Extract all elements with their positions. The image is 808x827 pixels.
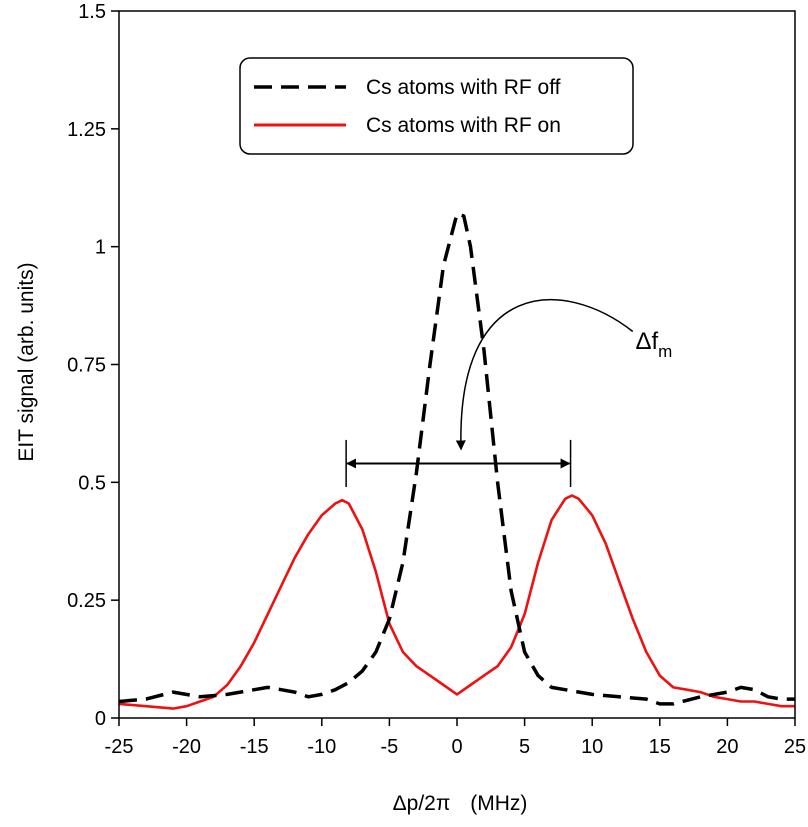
y-tick-label: 1 <box>95 237 106 259</box>
legend-box <box>239 57 634 155</box>
x-axis-title-main: Δp/2π <box>393 792 451 815</box>
x-tick-label: 25 <box>784 736 806 758</box>
annotation-layer: Δfm <box>345 298 672 488</box>
y-axis-title: EIT signal (arb. units) <box>15 262 38 461</box>
y-tick-label: 0 <box>95 708 106 730</box>
x-tick-label: -25 <box>105 736 134 758</box>
legend-label-rf-off: Cs atoms with RF off <box>366 76 561 99</box>
y-axis-ticks: 0 0.25 0.5 0.75 1 1.25 1.5 <box>67 1 119 730</box>
y-tick-label: 0.5 <box>78 472 106 494</box>
x-tick-label: 0 <box>451 736 462 758</box>
legend-label-rf-on: Cs atoms with RF on <box>366 114 561 137</box>
delta-f-curved-arrow <box>455 298 634 451</box>
y-tick-label: 1.25 <box>67 119 106 141</box>
x-tick-label: -5 <box>381 736 399 758</box>
y-tick-label: 0.75 <box>67 355 106 377</box>
x-axis-title-unit: (MHz) <box>470 792 527 815</box>
x-tick-label: 20 <box>716 736 738 758</box>
series-line-rf-on <box>118 494 795 710</box>
series-line-rf-off <box>118 211 795 706</box>
x-tick-label: -15 <box>240 736 269 758</box>
y-tick-label: 1.5 <box>78 1 106 23</box>
x-tick-label: -20 <box>172 736 201 758</box>
x-axis-title: Δp/2π (MHz) <box>393 792 528 815</box>
delta-f-label-main: Δf <box>635 328 658 355</box>
x-tick-label: -10 <box>307 736 336 758</box>
x-axis-ticks: -25 -20 -15 -10 -5 0 5 10 15 20 25 <box>105 718 806 758</box>
delta-f-label: Δfm <box>635 328 672 361</box>
y-tick-label: 0.25 <box>67 590 106 612</box>
legend: Cs atoms with RF off Cs atoms with RF on <box>239 57 634 155</box>
x-tick-label: 5 <box>519 736 530 758</box>
series-layer <box>118 211 795 710</box>
x-tick-label: 15 <box>649 736 671 758</box>
delta-f-label-sub: m <box>658 342 672 361</box>
x-tick-label: 10 <box>581 736 603 758</box>
